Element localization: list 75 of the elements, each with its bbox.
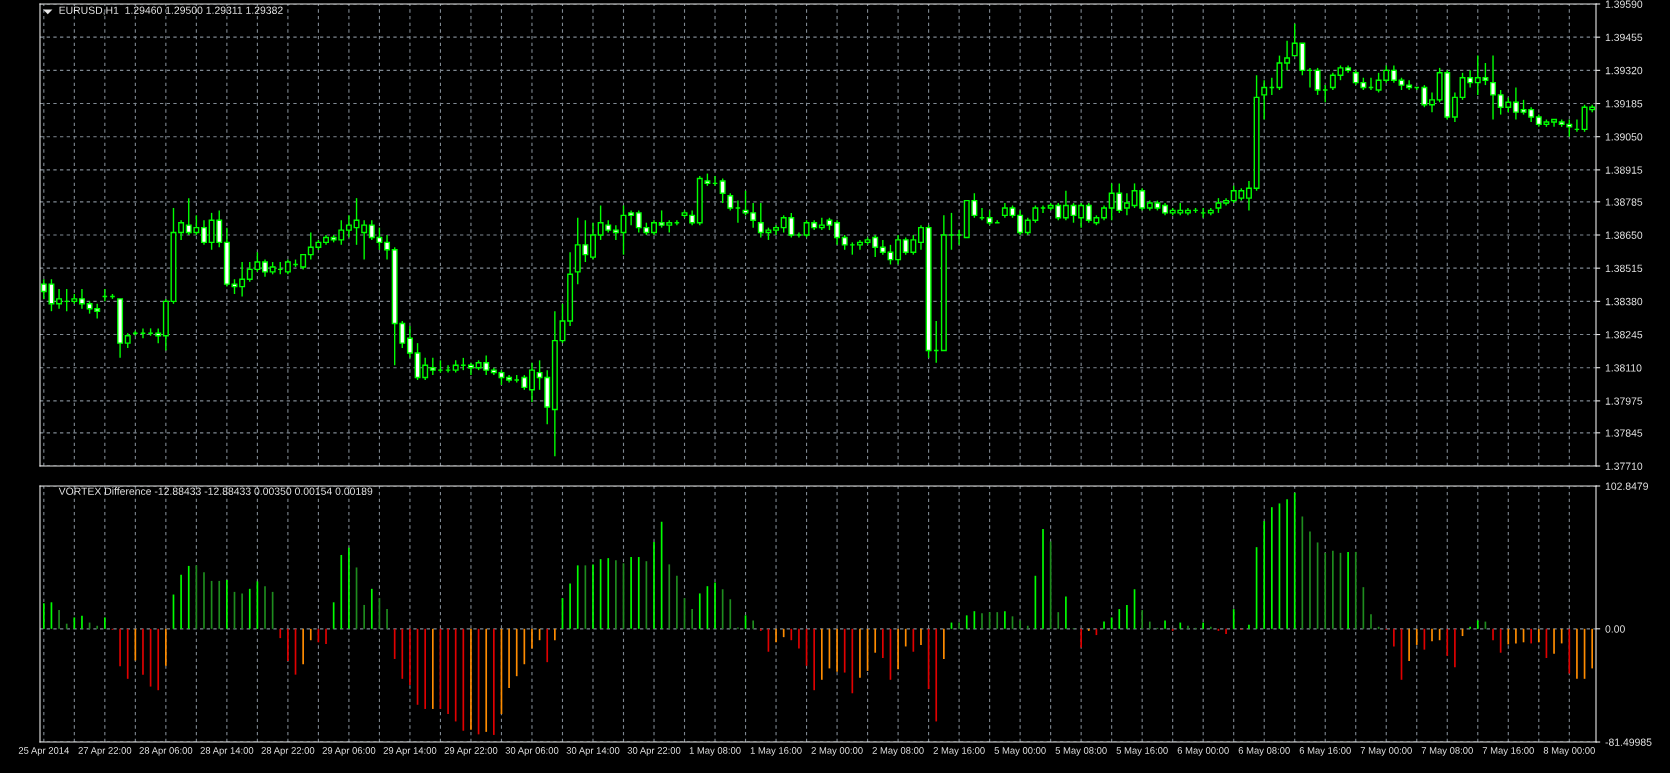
candlestick	[1261, 79, 1268, 121]
x-tick-label: 30 Apr 06:00	[505, 747, 559, 756]
x-tick-label: 28 Apr 22:00	[261, 747, 315, 756]
x-tick-label: 1 May 16:00	[750, 747, 802, 756]
candlestick	[1245, 180, 1252, 212]
x-tick-label: 28 Apr 14:00	[200, 747, 254, 756]
candlestick	[528, 362, 535, 403]
candlestick	[345, 214, 352, 239]
candlestick	[590, 222, 596, 261]
candlestick	[1284, 40, 1291, 72]
x-tick-label: 5 May 08:00	[1055, 747, 1107, 756]
x-tick-label: 7 May 08:00	[1421, 747, 1473, 756]
y-tick-label: 1.38245	[1605, 331, 1643, 339]
x-tick-label: 28 Apr 06:00	[139, 747, 193, 756]
y-tick-label: 1.38380	[1605, 297, 1643, 306]
candlestick	[719, 177, 726, 204]
y-tick-label: 1.38915	[1605, 166, 1643, 174]
y-tick-label: 1.39590	[1605, 0, 1643, 8]
x-tick-label: 1 May 08:00	[689, 747, 741, 756]
chart-title: EURUSD,H1 1.29460 1.29500 1.29311 1.29382	[59, 6, 283, 16]
x-tick-label: 30 Apr 14:00	[566, 747, 620, 756]
y-tick-label: -81.49985	[1605, 738, 1652, 746]
x-tick-label: 2 May 08:00	[872, 747, 924, 756]
x-tick-label: 8 May 00:00	[1543, 747, 1595, 756]
x-tick-label: 6 May 08:00	[1238, 747, 1290, 756]
candlestick	[1429, 91, 1435, 113]
candlestick	[384, 234, 391, 261]
y-tick-label: 1.38110	[1605, 364, 1642, 372]
candlestick	[1017, 209, 1024, 236]
candlestick	[895, 234, 902, 266]
candlestick	[56, 288, 63, 310]
candlestick	[1490, 54, 1497, 121]
y-tick-label: 1.39185	[1605, 100, 1643, 108]
x-tick-label: 7 May 16:00	[1482, 747, 1534, 756]
y-tick-label: 102.8479	[1605, 482, 1648, 490]
candlestick	[612, 224, 619, 241]
chart-title: VORTEX Difference -12.88433 -12.88433 0.00350 0.00154 0.00189	[58, 487, 373, 495]
x-tick-label: 6 May 16:00	[1299, 747, 1351, 756]
candlestick	[1421, 84, 1428, 108]
x-tick-label: 27 Apr 22:00	[78, 747, 132, 756]
candlestick	[78, 288, 85, 310]
candlestick	[406, 325, 413, 359]
x-tick-label: 29 Apr 22:00	[444, 747, 498, 756]
y-tick-label: 1.37845	[1605, 429, 1643, 437]
candlestick	[917, 224, 924, 251]
candlestick	[429, 357, 436, 376]
x-tick-label: 6 May 00:00	[1177, 747, 1229, 756]
y-tick-label: 1.39050	[1605, 133, 1643, 141]
candlestick	[1451, 91, 1458, 123]
candlestick	[201, 219, 207, 246]
x-tick-label: 5 May 16:00	[1116, 747, 1168, 756]
candlestick	[239, 261, 246, 298]
y-tick-label: 1.37975	[1605, 397, 1643, 405]
y-tick-label: 1.39455	[1605, 33, 1643, 42]
y-tick-label: 1.37710	[1605, 462, 1643, 470]
x-tick-label: 29 Apr 06:00	[322, 747, 376, 756]
y-tick-label: 1.38650	[1605, 231, 1643, 239]
candlestick	[1123, 192, 1130, 217]
y-tick-label: 1.39320	[1605, 66, 1643, 75]
x-tick-label: 25 Apr 2014	[18, 747, 70, 756]
candlestick	[628, 209, 635, 226]
candlestick	[1314, 67, 1321, 96]
x-tick-label: 5 May 00:00	[994, 747, 1046, 756]
candlestick	[834, 219, 841, 246]
candlestick	[1512, 86, 1519, 121]
y-tick-label: 1.38515	[1605, 264, 1643, 273]
candlestick	[178, 219, 185, 241]
x-tick-label: 7 May 00:00	[1360, 747, 1412, 756]
y-tick-label: 0.00	[1605, 625, 1625, 633]
x-tick-label: 2 May 16:00	[933, 747, 985, 756]
candlestick	[1062, 190, 1069, 221]
x-tick-label: 2 May 00:00	[811, 747, 863, 756]
x-tick-label: 30 Apr 22:00	[627, 747, 681, 756]
x-tick-label: 29 Apr 14:00	[383, 747, 437, 756]
y-tick-label: 1.38785	[1605, 198, 1643, 206]
